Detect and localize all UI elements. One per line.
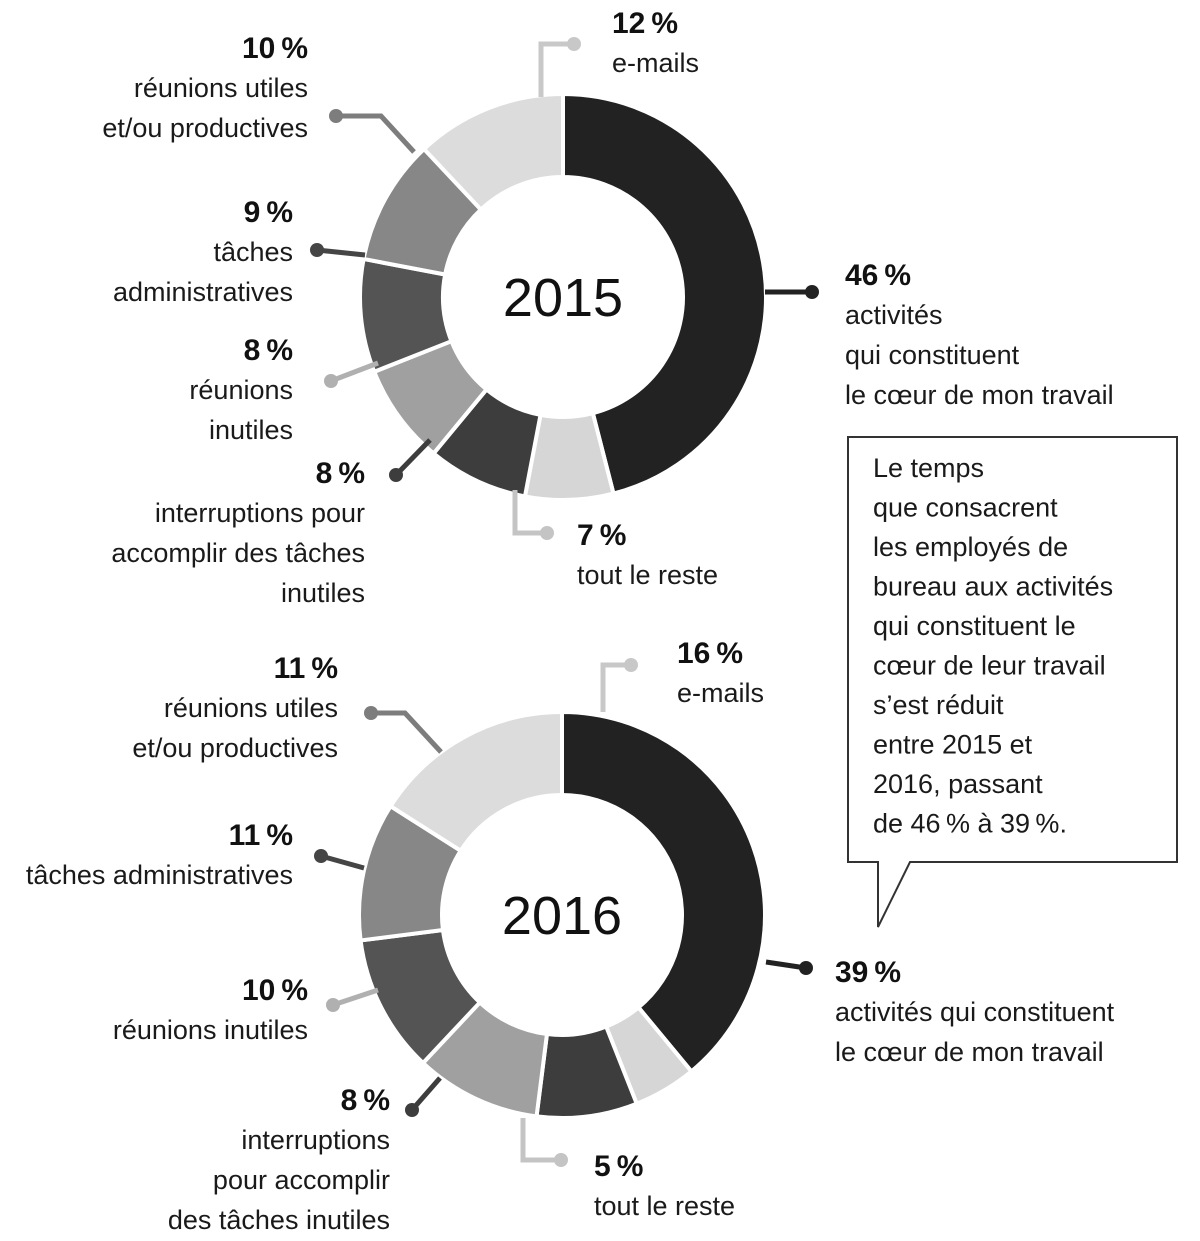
callout-text-line: Le temps xyxy=(873,453,984,483)
callout-text-line: de 46 % à 39 %. xyxy=(873,809,1067,839)
donut-center-year: 2015 xyxy=(503,268,623,328)
slice-description-line: le cœur de mon travail xyxy=(835,1037,1104,1067)
leader-dot xyxy=(324,374,338,388)
leader-line xyxy=(538,41,574,97)
slice-percent-label: 12 % xyxy=(612,7,678,40)
slice-percent-label: 10 % xyxy=(242,32,308,65)
slice-description-line: réunions inutiles xyxy=(113,1015,308,1045)
slice-description-line: e-mails xyxy=(677,678,764,708)
slice-description-line: réunions utiles xyxy=(164,693,338,723)
leader-dot xyxy=(624,658,638,672)
slice-description-line: inutiles xyxy=(209,415,293,445)
slice-description-line: et/ou productives xyxy=(102,113,308,143)
callout-text-line: s’est réduit xyxy=(873,690,1004,720)
leader-line xyxy=(336,113,416,154)
callout-box: Le temps que consacrent les employés de bur… xyxy=(847,436,1178,928)
leader-dot xyxy=(389,468,403,482)
slice-percent-label: 10 % xyxy=(242,974,308,1007)
slice-description-line: tâches administratives xyxy=(26,860,293,890)
slice-description-line: tâches xyxy=(213,237,293,267)
leader-dot xyxy=(405,1103,419,1117)
leader-dot xyxy=(805,285,819,299)
leader-dot xyxy=(554,1153,568,1167)
slice-description-line: réunions utiles xyxy=(134,73,308,103)
leader-line xyxy=(394,438,432,477)
leader-dot xyxy=(326,998,340,1012)
slice-description-line: interruptions pour xyxy=(155,498,365,528)
donut-center-year: 2016 xyxy=(502,886,622,946)
slice-description-line: tout le reste xyxy=(577,560,718,590)
slice-percent-label: 11 % xyxy=(274,652,338,685)
leader-dot xyxy=(310,243,324,257)
slice-description-line: le cœur de mon travail xyxy=(845,380,1114,410)
leader-dot xyxy=(364,706,378,720)
leader-dot xyxy=(540,526,554,540)
slice-description-line: qui constituent xyxy=(845,340,1020,370)
donut-hole xyxy=(445,179,681,415)
slice-description-line: des tâches inutiles xyxy=(168,1205,390,1235)
slice-description-line: tout le reste xyxy=(594,1191,735,1221)
slice-percent-label: 8 % xyxy=(316,457,365,490)
slice-description-line: inutiles xyxy=(281,578,365,608)
callout-text-line: bureau aux activités xyxy=(873,572,1113,602)
slice-percent-label: 8 % xyxy=(341,1084,390,1117)
leader-line xyxy=(520,1118,561,1163)
donut-chart-2015: 2015 46 % activités qui constituent le cœur … xyxy=(102,7,1113,608)
leader-dot xyxy=(567,37,581,51)
donut-slice-2015-6 xyxy=(421,91,565,213)
leader-line xyxy=(332,987,379,1008)
slice-percent-label: 8 % xyxy=(244,334,293,367)
slice-description-line: e-mails xyxy=(612,48,699,78)
slice-description-line: et/ou productives xyxy=(132,733,338,763)
donut-chart-2016: 2016 39 % activités qui constituent le cœur… xyxy=(26,637,1115,1235)
callout-text-line: entre 2015 et xyxy=(873,730,1033,760)
callout-text-line: qui constituent le xyxy=(873,611,1076,641)
leader-line xyxy=(320,853,365,871)
slice-description-line: administratives xyxy=(113,277,293,307)
slice-percent-label: 16 % xyxy=(677,637,743,670)
donut-slice-2016-0 xyxy=(560,709,767,1075)
callout-text-line: les employés de xyxy=(873,532,1068,562)
slice-description-line: activités xyxy=(845,300,943,330)
callout-text-line: cœur de leur travail xyxy=(873,651,1106,681)
slice-percent-label: 7 % xyxy=(577,519,626,552)
slice-percent-label: 9 % xyxy=(244,196,293,229)
leader-line xyxy=(330,360,379,384)
slice-percent-label: 46 % xyxy=(845,259,911,292)
leader-line xyxy=(410,1076,442,1112)
slice-description-line: accomplir des tâches xyxy=(111,538,365,568)
donut-slice-2015-0 xyxy=(561,91,768,497)
slice-percent-label: 5 % xyxy=(594,1150,643,1183)
leader-dot xyxy=(799,961,813,975)
callout-bubble xyxy=(847,436,1178,928)
leader-dot xyxy=(329,109,343,123)
callout-text-line: que consacrent xyxy=(873,493,1058,523)
leader-line xyxy=(600,662,631,712)
leader-dot xyxy=(314,849,328,863)
donut-hole xyxy=(444,797,680,1033)
slice-description-line: réunions xyxy=(189,375,293,405)
slice-percent-label: 39 % xyxy=(835,956,901,989)
donut-slice-2016-6 xyxy=(387,709,564,854)
leader-line xyxy=(316,247,366,258)
slice-percent-label: 11 % xyxy=(229,819,293,852)
slice-description-line: activités qui constituent xyxy=(835,997,1115,1027)
callout-text-line: 2016, passant xyxy=(873,769,1043,799)
leader-line xyxy=(512,490,547,536)
leader-line xyxy=(371,710,443,754)
slice-description-line: pour accomplir xyxy=(213,1165,390,1195)
slice-description-line: interruptions xyxy=(241,1125,390,1155)
